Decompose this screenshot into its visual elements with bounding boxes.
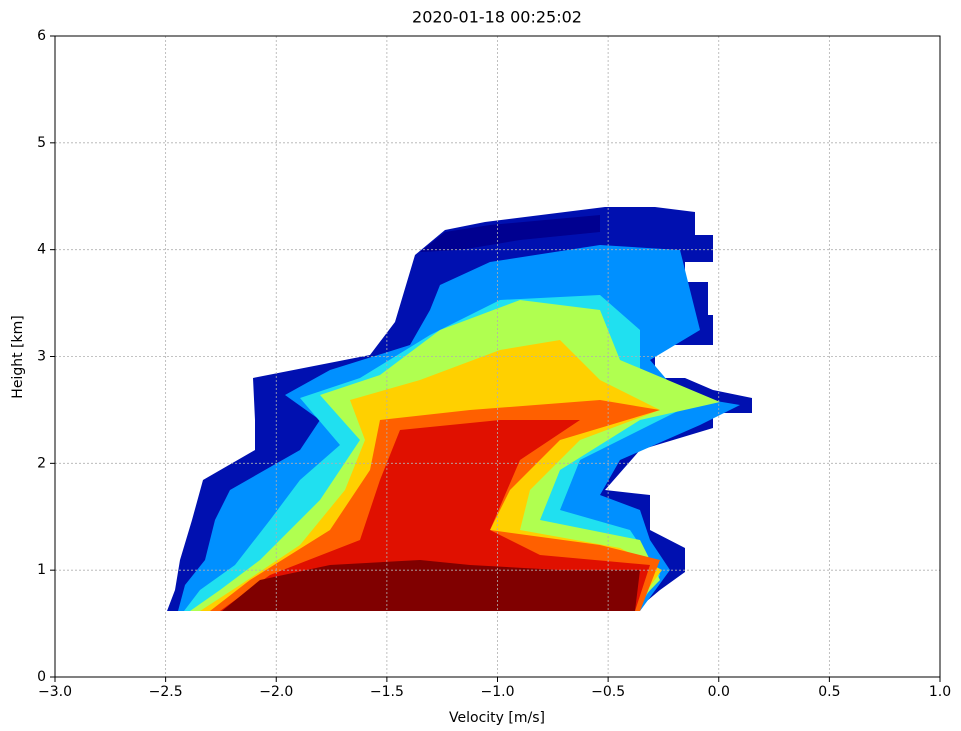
y-tick-label: 2 — [37, 455, 46, 471]
y-tick-label: 3 — [37, 349, 46, 365]
plot-frame — [54, 35, 941, 678]
spectrum-image — [167, 207, 752, 611]
x-tick-label: 0.0 — [708, 684, 730, 700]
y-tick-label: 6 — [37, 28, 46, 44]
spectrum-layer — [222, 560, 640, 611]
x-axis-label: Velocity [m/s] — [449, 710, 545, 726]
x-tick-label: −0.5 — [591, 684, 625, 700]
chart-title: 2020-01-18 00:25:02 — [412, 8, 582, 27]
spectrum-layer — [420, 215, 600, 252]
x-tick-label: 0.5 — [818, 684, 840, 700]
x-tick-label: −1.5 — [370, 684, 404, 700]
x-tick-label: −2.0 — [259, 684, 293, 700]
y-tick-label: 0 — [37, 669, 46, 685]
axes: −3.0 −2.5 −2.0 −1.5 −1.0 −0.5 0.0 0.5 1.0 0 1 2 3 4 5 6 — [37, 28, 951, 700]
x-tick-label: −2.5 — [149, 684, 183, 700]
spectrum-layer — [220, 420, 650, 611]
y-tick-label: 4 — [37, 242, 46, 258]
y-tick-label: 5 — [37, 135, 46, 151]
y-tick-label: 1 — [37, 562, 46, 578]
x-tick-label: −3.0 — [38, 684, 72, 700]
x-tick-label: −1.0 — [481, 684, 515, 700]
x-tick-label: 1.0 — [929, 684, 951, 700]
y-axis-label: Height [km] — [10, 315, 26, 398]
